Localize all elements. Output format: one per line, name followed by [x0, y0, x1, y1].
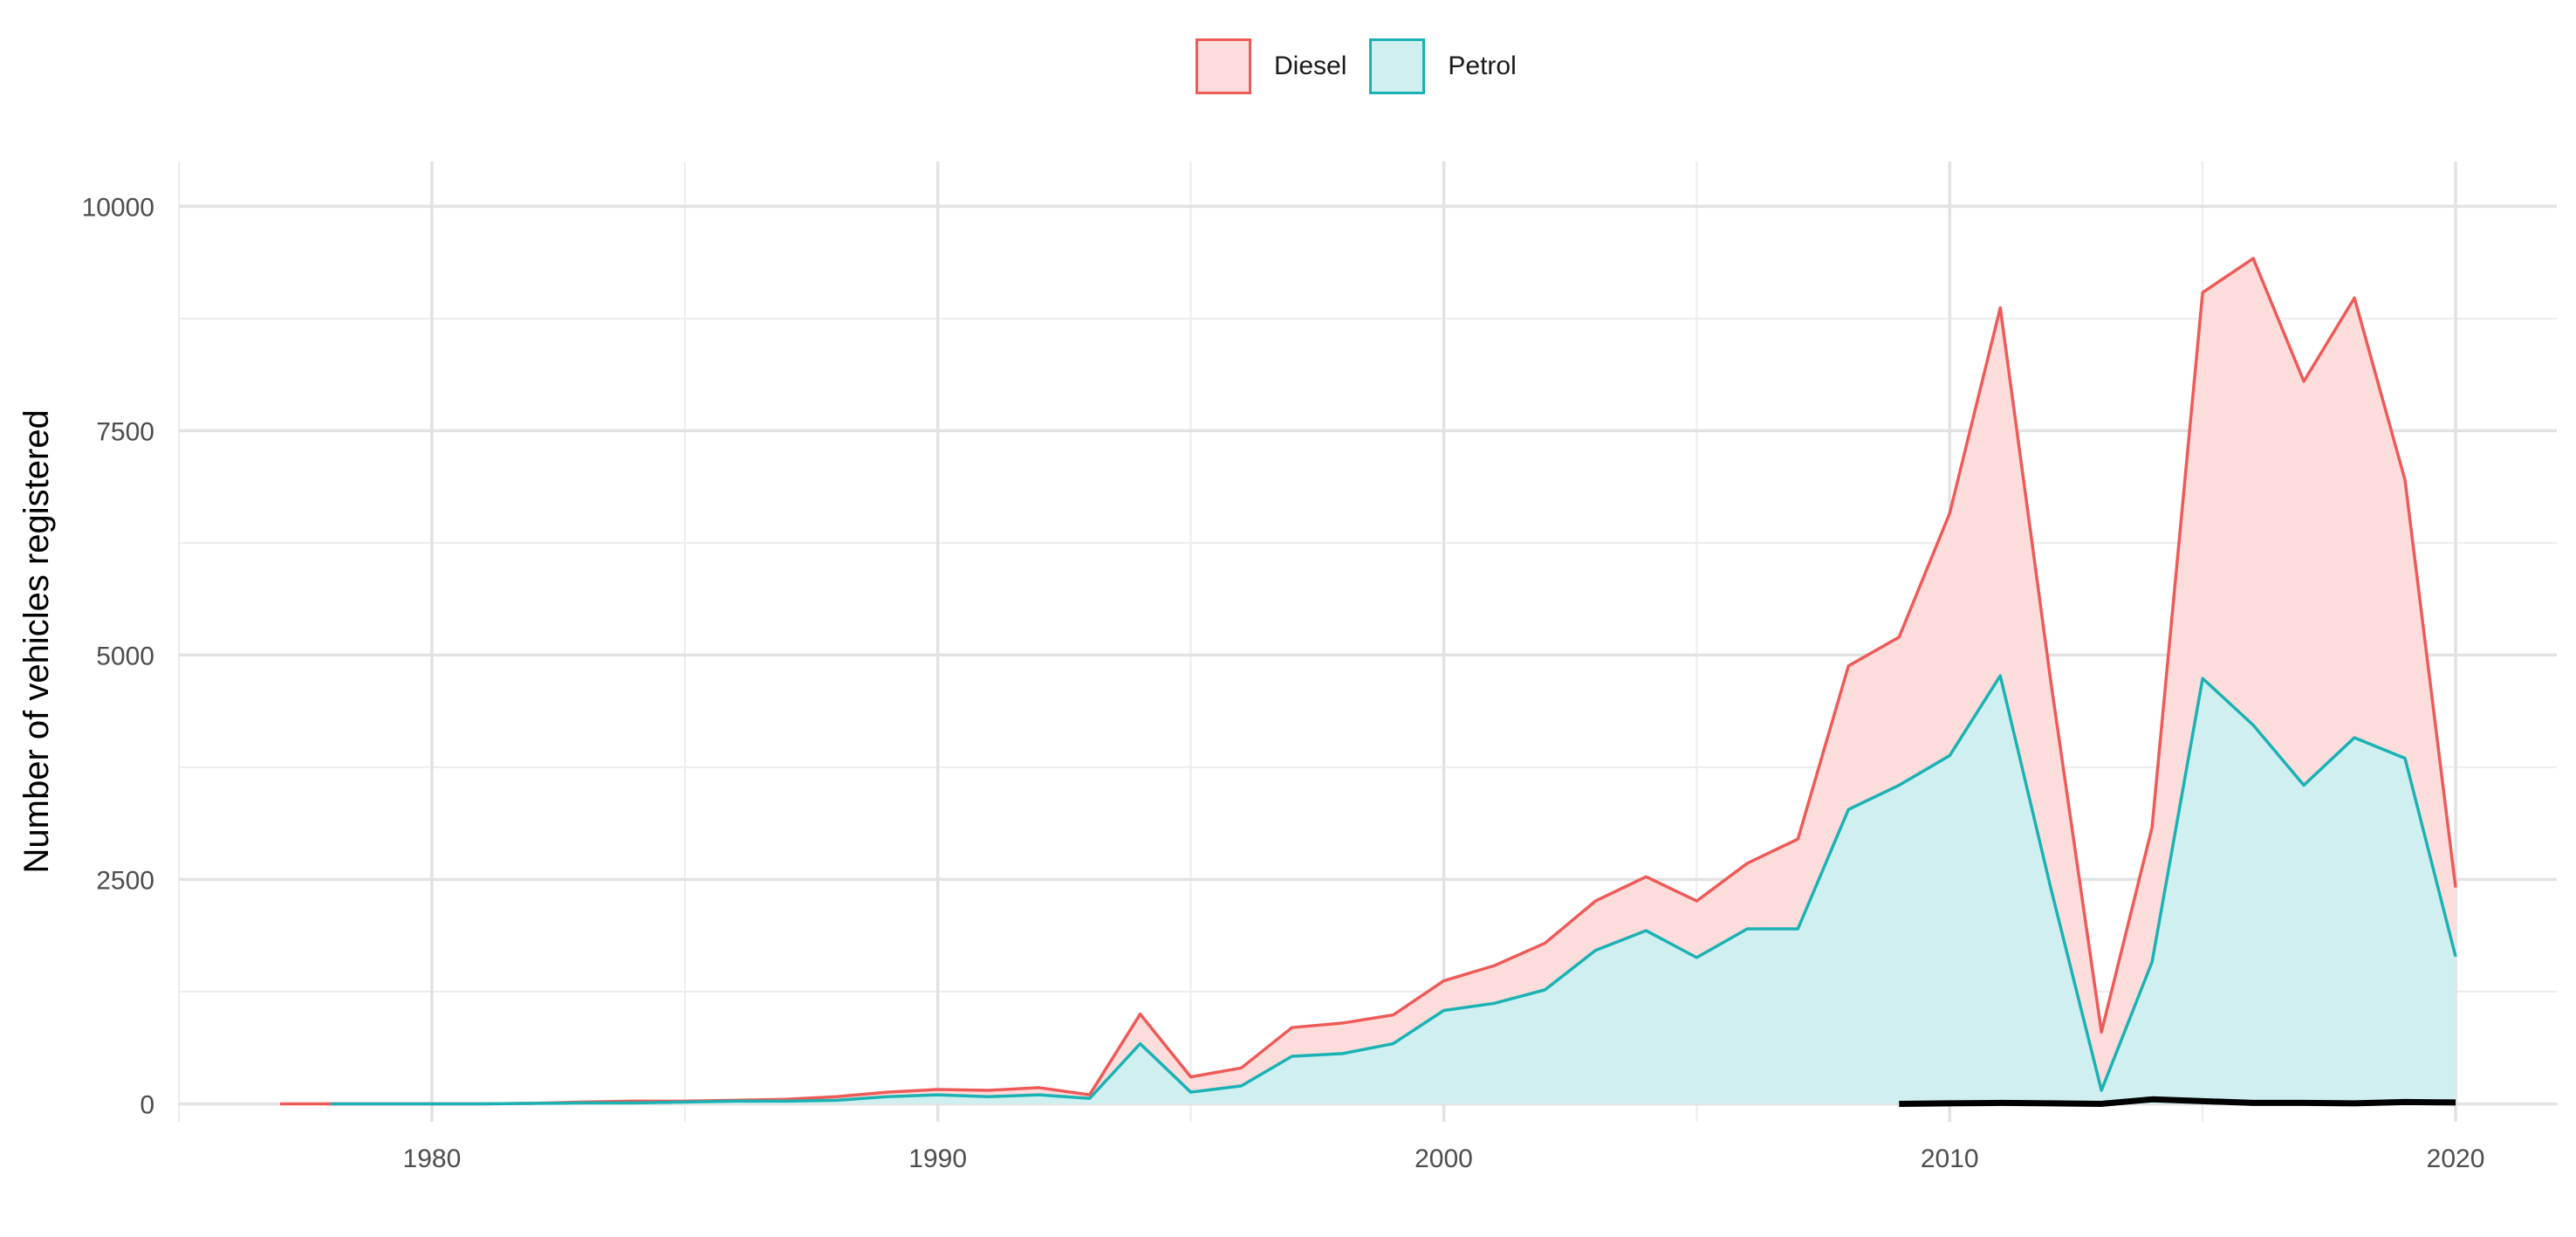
black-series-line [1899, 1096, 2456, 1107]
legend-key-petrol [1369, 38, 1426, 94]
diesel-area [279, 258, 2456, 1104]
legend: Diesel Petrol [1196, 38, 1539, 94]
legend-label-diesel: Diesel [1274, 52, 1347, 80]
y-tick-label: 5000 [96, 642, 154, 670]
diesel-line [279, 257, 2457, 1106]
legend-item-petrol: Petrol [1369, 38, 1517, 94]
y-tick-label: 0 [140, 1090, 154, 1119]
petrol-area [330, 676, 2456, 1104]
legend-label-petrol: Petrol [1448, 52, 1517, 80]
x-tick-label: 1990 [908, 1144, 967, 1173]
y-tick-label: 2500 [96, 866, 154, 895]
legend-item-diesel: Diesel [1196, 38, 1346, 94]
x-tick-label: 2020 [2427, 1144, 2485, 1173]
x-tick-label: 2000 [1415, 1144, 1473, 1173]
petrol-line [330, 674, 2457, 1106]
legend-key-diesel [1196, 38, 1251, 94]
x-tick-label: 2010 [1921, 1144, 1979, 1173]
x-tick-label: 1980 [403, 1144, 462, 1173]
lines [279, 257, 2457, 1107]
y-tick-label: 10000 [82, 193, 154, 222]
x-tick-labels: 1980 1990 2000 2010 2020 [403, 1144, 2485, 1173]
y-tick-label: 7500 [96, 417, 154, 446]
y-tick-labels: 0 2500 5000 7500 10000 [82, 193, 154, 1119]
areas [279, 258, 2456, 1104]
y-axis-label: Number of vehicles registered [17, 409, 56, 874]
